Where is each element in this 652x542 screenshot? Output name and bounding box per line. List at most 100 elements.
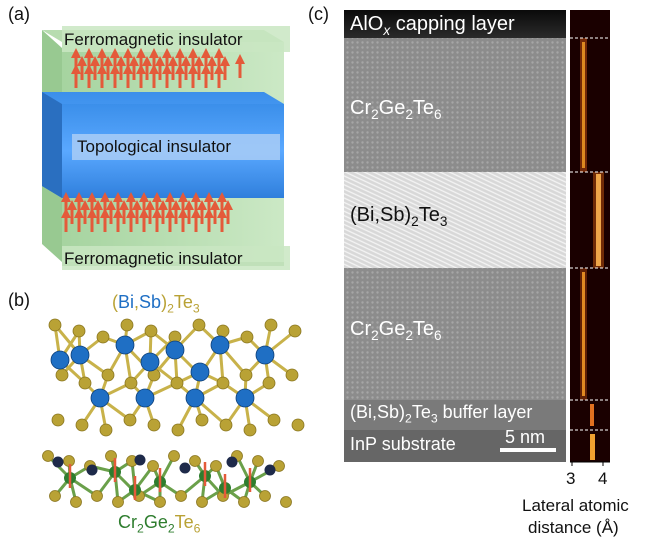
spin-arrow-head [80,200,90,210]
spin-arrow-head [191,192,201,202]
bi-atom [210,335,230,355]
te-atom [238,496,250,508]
spin-arrow-head [204,208,214,218]
te-atom [51,413,65,427]
ti-sb: Sb [139,292,162,312]
te-atom [75,418,89,432]
te-atom [123,413,137,427]
spin-arrow-head [149,48,159,58]
spin-arrow-head [201,64,211,74]
spin-arrow-head [158,200,168,210]
scale-bar-label: 5 nm [505,427,546,447]
spin-arrows-bottom [61,192,233,232]
spin-arrow-head [165,192,175,202]
spin-arrow-head [61,208,71,218]
spin-arrow-head [194,56,204,66]
profile-glow [593,172,604,268]
ge-atom [226,456,238,468]
te-atom [196,496,208,508]
spin-arrow-head [100,192,110,202]
te-atom [239,368,253,382]
cgt-formula: Cr2Ge2Te6 [118,512,200,535]
spin-arrow-head [67,200,77,210]
spin-arrow-head [204,192,214,202]
cgt-cr-sub: 2 [137,521,144,536]
x-tick-3: 3 [566,469,576,488]
ti-layer-label: (Bi,Sb)2Te3 [350,204,448,229]
profile-substrate [590,434,595,460]
spin-arrow-head [210,200,220,210]
x-axis-label-line1: Lateral atomic [522,496,629,515]
spin-arrow-head [201,48,211,58]
bi-atom [90,388,110,408]
top-ferromagnet-label: Ferromagnetic insulator [64,30,243,49]
spin-arrow-head [181,56,191,66]
te-atom [175,490,187,502]
te-atom [147,418,161,432]
spin-arrow-head [220,56,230,66]
ge-atom [264,464,276,476]
spin-arrow-head [178,208,188,218]
te-atom [99,423,113,437]
substrate-label: InP substrate [350,434,456,454]
buffer-layer-label: (Bi,Sb)2Te3 buffer layer [350,402,533,426]
spin-arrow-head [223,200,233,210]
spin-arrow-head [84,48,94,58]
spin-arrow-head [77,56,87,66]
profile-ti [596,174,601,266]
te-atom [168,450,180,462]
spin-arrow-head [136,64,146,74]
spin-arrow-head [110,48,120,58]
spin-arrow-head [217,192,227,202]
te-atom [154,496,166,508]
spin-arrow-head [165,208,175,218]
ti-paren-close: ) [161,292,168,312]
spin-arrow-head [214,48,224,58]
spin-arrow-head [74,192,84,202]
spin-arrow-head [97,48,107,58]
te-atom [216,376,230,390]
te-atom [192,318,206,332]
ti-te: Te [173,292,193,312]
te-atom [219,418,233,432]
spin-arrow-head [113,208,123,218]
spin-arrow-head [119,200,129,210]
spin-arrow-head [162,48,172,58]
spin-arrow-head [142,56,152,66]
te-atom [285,368,299,382]
bi-atom [115,335,135,355]
spin-arrow-head [155,56,165,66]
te-atom [240,330,254,344]
panel-c-label: (c) [308,4,329,24]
spin-arrow-head [217,208,227,218]
spin-arrow-head [71,48,81,58]
te-atom [91,490,103,502]
bi-atom [70,345,90,365]
spin-arrow-head [87,208,97,218]
spin-arrow-head [123,48,133,58]
te-atom [264,318,278,332]
spin-arrow-head [126,192,136,202]
spin-arrow-head [145,200,155,210]
spin-arrow-head [214,64,224,74]
spin-arrow-head [113,192,123,202]
spin-arrow-head [74,208,84,218]
spin-arrow-head [149,64,159,74]
te-atom [124,376,138,390]
te-atom [267,413,281,427]
spin-arrow-head [197,200,207,210]
spin-arrow-head [61,192,71,202]
te-atom [243,423,257,437]
capping-layer-label: AlOx capping layer [350,13,515,38]
spin-arrow-head [139,208,149,218]
te-atom [170,376,184,390]
te-atom [42,450,54,462]
bottom-ferromagnet-label: Ferromagnetic insulator [64,249,243,268]
cgt-te: Te [174,512,194,532]
te-atom [49,490,61,502]
ti-sub: 2 [167,301,174,316]
spin-arrow-head [235,54,245,64]
cgt-cr: Cr [118,512,137,532]
